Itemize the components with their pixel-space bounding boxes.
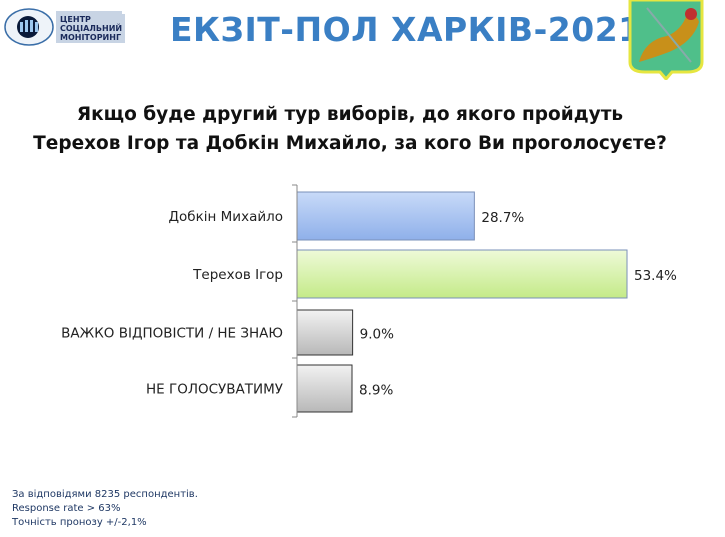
data-label: 9.0% [360, 327, 394, 343]
category-label: ВАЖКО ВІДПОВІСТИ / НЕ ЗНАЮ [61, 326, 283, 342]
bar [296, 191, 475, 241]
page-title: ЕКЗІТ-ПОЛ ХАРКІВ-2021 [170, 10, 642, 49]
bar [296, 249, 628, 299]
logo-text: ЦЕНТР СОЦІАЛЬНИЙ МОНІТОРИНГ [57, 14, 126, 43]
data-label: 53.4% [634, 268, 677, 284]
note-response-rate: Response rate > 63% [12, 503, 121, 514]
category-label: Добкін Михайло [169, 209, 284, 225]
question: Якщо буде другий тур виборів, до якого п… [33, 104, 667, 154]
footnotes: За відповідями 8235 респондентів. Respon… [12, 488, 198, 530]
note-respondents: За відповідями 8235 респондентів. [12, 489, 198, 500]
category-label: Терехов Ігор [192, 267, 283, 283]
data-label: 28.7% [481, 210, 524, 226]
bar [296, 364, 353, 413]
bar [296, 309, 354, 356]
category-label: НЕ ГОЛОСУВАТИМУ [146, 382, 283, 398]
data-label: 8.9% [359, 383, 393, 399]
kharkiv-coat-of-arms [628, 0, 704, 80]
note-accuracy: Точність пронозу +/-2,1% [12, 517, 147, 528]
bar-chart: Добкін Михайло 28.7% Терехов Ігор 53.4% ВАЖК… [61, 184, 677, 418]
